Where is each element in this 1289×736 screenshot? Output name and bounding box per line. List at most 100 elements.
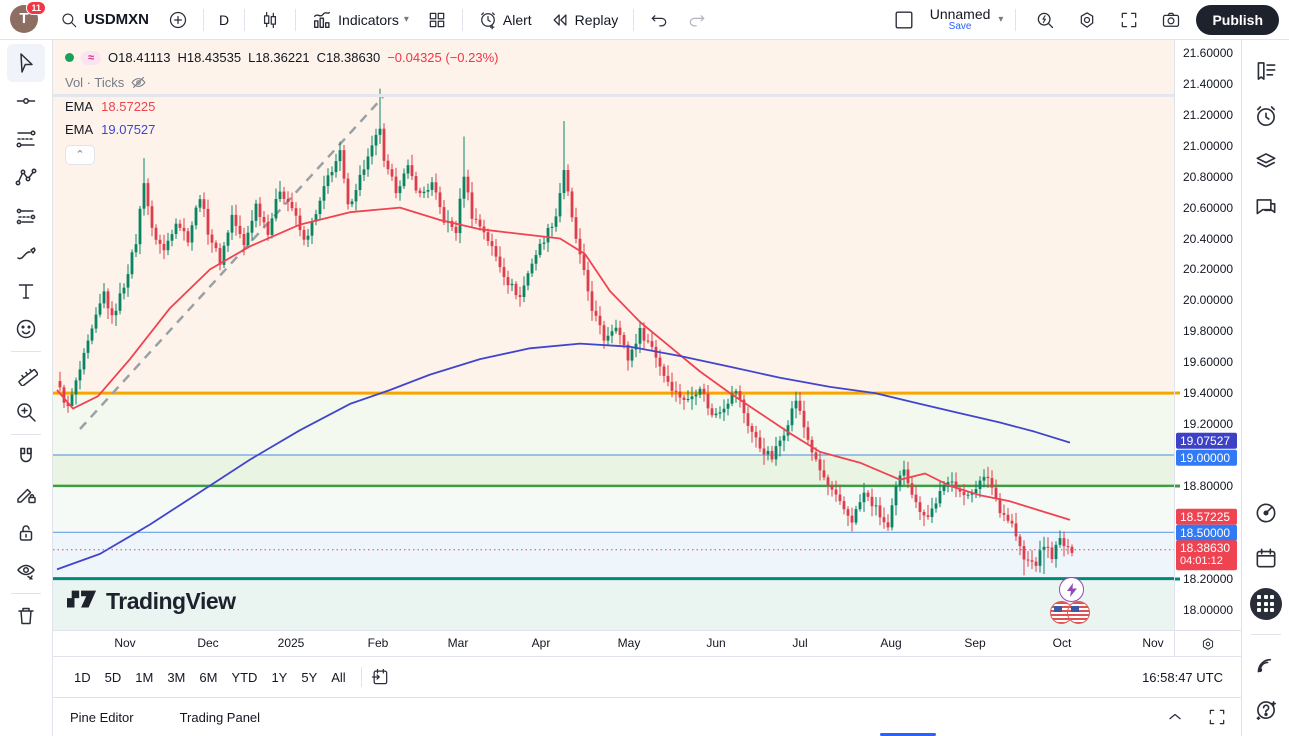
legend-collapse-button[interactable]: ⌃ bbox=[65, 145, 95, 165]
price-label: 18.38630 04:01:12 bbox=[1176, 540, 1237, 570]
eye-off-icon[interactable] bbox=[130, 74, 147, 91]
save-button[interactable]: Save bbox=[948, 20, 972, 32]
range-6m-button[interactable]: 6M bbox=[192, 666, 224, 689]
price-tick: 20.00000 bbox=[1183, 293, 1234, 307]
fullscreen-button[interactable] bbox=[1112, 5, 1146, 35]
compare-add-button[interactable] bbox=[161, 5, 195, 35]
range-1y-button[interactable]: 1Y bbox=[264, 666, 294, 689]
maximize-panel-icon[interactable] bbox=[1207, 707, 1227, 727]
range-5y-button[interactable]: 5Y bbox=[294, 666, 324, 689]
range-all-button[interactable]: All bbox=[324, 666, 352, 689]
object-tree-button[interactable] bbox=[1247, 143, 1285, 180]
chart-svg[interactable] bbox=[53, 40, 1174, 630]
price-axis[interactable]: 21.60000 21.40000 21.20000 21.00000 20.80000… bbox=[1174, 40, 1241, 656]
screenshot-button[interactable] bbox=[1154, 5, 1188, 35]
redo-button[interactable] bbox=[680, 5, 714, 35]
earnings-event-icon[interactable] bbox=[1059, 577, 1084, 602]
tradingview-logo[interactable]: TradingView bbox=[67, 586, 236, 617]
symbol-search-button[interactable]: USDMXN bbox=[52, 7, 157, 33]
emoji-tool-button[interactable] bbox=[7, 310, 45, 348]
alert-button[interactable]: Alert bbox=[471, 5, 539, 35]
collapse-panel-icon[interactable] bbox=[1165, 707, 1185, 727]
price-tick: 18.80000 bbox=[1183, 479, 1234, 493]
pine-editor-button[interactable]: Pine Editor bbox=[70, 709, 134, 725]
lock-tool-button[interactable] bbox=[7, 514, 45, 552]
economic-events-icons[interactable] bbox=[1050, 601, 1090, 624]
utc-clock[interactable]: 16:58:47 UTC bbox=[1142, 669, 1223, 685]
layout-name-block[interactable]: Unnamed Save bbox=[930, 7, 991, 32]
screener-button[interactable] bbox=[1247, 494, 1285, 531]
magnet-tool-button[interactable] bbox=[7, 438, 45, 476]
news-icon bbox=[1253, 651, 1279, 677]
range-3m-button[interactable]: 3M bbox=[160, 666, 192, 689]
goto-date-icon[interactable] bbox=[370, 667, 390, 687]
forecast-tool-button[interactable] bbox=[7, 196, 45, 234]
chart-pane[interactable]: ≈ O18.41113 H18.43535 L18.36221 C18.3863… bbox=[53, 40, 1174, 630]
user-avatar[interactable]: T 11 bbox=[10, 0, 46, 35]
symbol-name: USDMXN bbox=[84, 11, 150, 28]
range-1d-button[interactable]: 1D bbox=[67, 666, 98, 689]
price-label: 19.00000 bbox=[1176, 449, 1237, 467]
remove-drawings-tool-icon bbox=[14, 604, 38, 628]
ema2-label[interactable]: EMA bbox=[65, 122, 94, 137]
price-tick: 19.80000 bbox=[1183, 324, 1234, 338]
text-tool-button[interactable] bbox=[7, 272, 45, 310]
chat-button[interactable] bbox=[1247, 188, 1285, 225]
layout-select-button[interactable] bbox=[886, 4, 922, 36]
quick-search-button[interactable] bbox=[1028, 5, 1062, 35]
screener-icon bbox=[1253, 500, 1279, 526]
volume-study-label[interactable]: Vol · Ticks bbox=[65, 75, 125, 90]
price-tick: 21.40000 bbox=[1183, 77, 1234, 91]
undo-button[interactable] bbox=[642, 5, 676, 35]
indicators-button[interactable]: Indicators ▾ bbox=[304, 4, 416, 36]
month-label: Nov bbox=[114, 636, 136, 650]
month-label: Jun bbox=[706, 636, 726, 650]
apps-button[interactable] bbox=[1247, 585, 1285, 622]
calendar-icon bbox=[1253, 545, 1279, 571]
replay-button[interactable]: Replay bbox=[543, 5, 626, 35]
calendar-button[interactable] bbox=[1247, 540, 1285, 577]
market-status-dot[interactable] bbox=[65, 53, 74, 62]
time-axis[interactable]: Nov Dec 2025 Feb Mar Apr May Jun Jul Aug Sep Oct Nov bbox=[53, 630, 1174, 656]
brush-tool-button[interactable] bbox=[7, 234, 45, 272]
news-button[interactable] bbox=[1247, 645, 1285, 682]
measure-tool-button[interactable] bbox=[7, 355, 45, 393]
chevron-down-icon[interactable]: ▾ bbox=[998, 14, 1004, 25]
price-tick: 20.60000 bbox=[1183, 201, 1234, 215]
watchlist-button[interactable] bbox=[1247, 52, 1285, 89]
ema1-value: 18.57225 bbox=[101, 99, 156, 114]
notification-badge: 11 bbox=[26, 0, 46, 15]
settings-button[interactable] bbox=[1070, 5, 1104, 35]
trading-panel-button[interactable]: Trading Panel bbox=[179, 709, 261, 725]
ema1-label[interactable]: EMA bbox=[65, 99, 94, 114]
trend-line-tool-icon bbox=[14, 89, 38, 113]
change-value: −0.04325 (−0.23%) bbox=[387, 50, 499, 65]
pattern-tool-button[interactable] bbox=[7, 158, 45, 196]
publish-button[interactable]: Publish bbox=[1196, 4, 1279, 35]
chat-icon bbox=[1253, 194, 1279, 220]
range-1m-button[interactable]: 1M bbox=[128, 666, 160, 689]
hide-drawings-tool-button[interactable] bbox=[7, 552, 45, 590]
price-tick: 21.00000 bbox=[1183, 139, 1234, 153]
range-ytd-button[interactable]: YTD bbox=[224, 666, 264, 689]
cursor-tool-button[interactable] bbox=[7, 44, 45, 82]
fib-retracement-tool-button[interactable] bbox=[7, 120, 45, 158]
grid-layout-button[interactable] bbox=[420, 5, 454, 35]
range-5d-button[interactable]: 5D bbox=[98, 666, 129, 689]
help-button[interactable] bbox=[1247, 691, 1285, 728]
month-label: Oct bbox=[1052, 636, 1072, 650]
panel-resize-handle[interactable] bbox=[880, 733, 936, 736]
data-delay-chip[interactable]: ≈ bbox=[81, 50, 102, 65]
undo-icon bbox=[649, 10, 669, 30]
chart-style-button[interactable] bbox=[253, 5, 287, 35]
price-tick: 21.20000 bbox=[1183, 108, 1234, 122]
remove-drawings-tool-button[interactable] bbox=[7, 597, 45, 635]
alerts-button[interactable] bbox=[1247, 97, 1285, 134]
axis-settings-corner[interactable] bbox=[1174, 630, 1241, 656]
high-value: 18.43535 bbox=[186, 50, 242, 65]
drawing-mode-tool-button[interactable] bbox=[7, 476, 45, 514]
zoom-in-tool-button[interactable] bbox=[7, 393, 45, 431]
price-tick: 20.80000 bbox=[1183, 170, 1234, 184]
interval-button[interactable]: D bbox=[212, 7, 236, 33]
trend-line-tool-button[interactable] bbox=[7, 82, 45, 120]
